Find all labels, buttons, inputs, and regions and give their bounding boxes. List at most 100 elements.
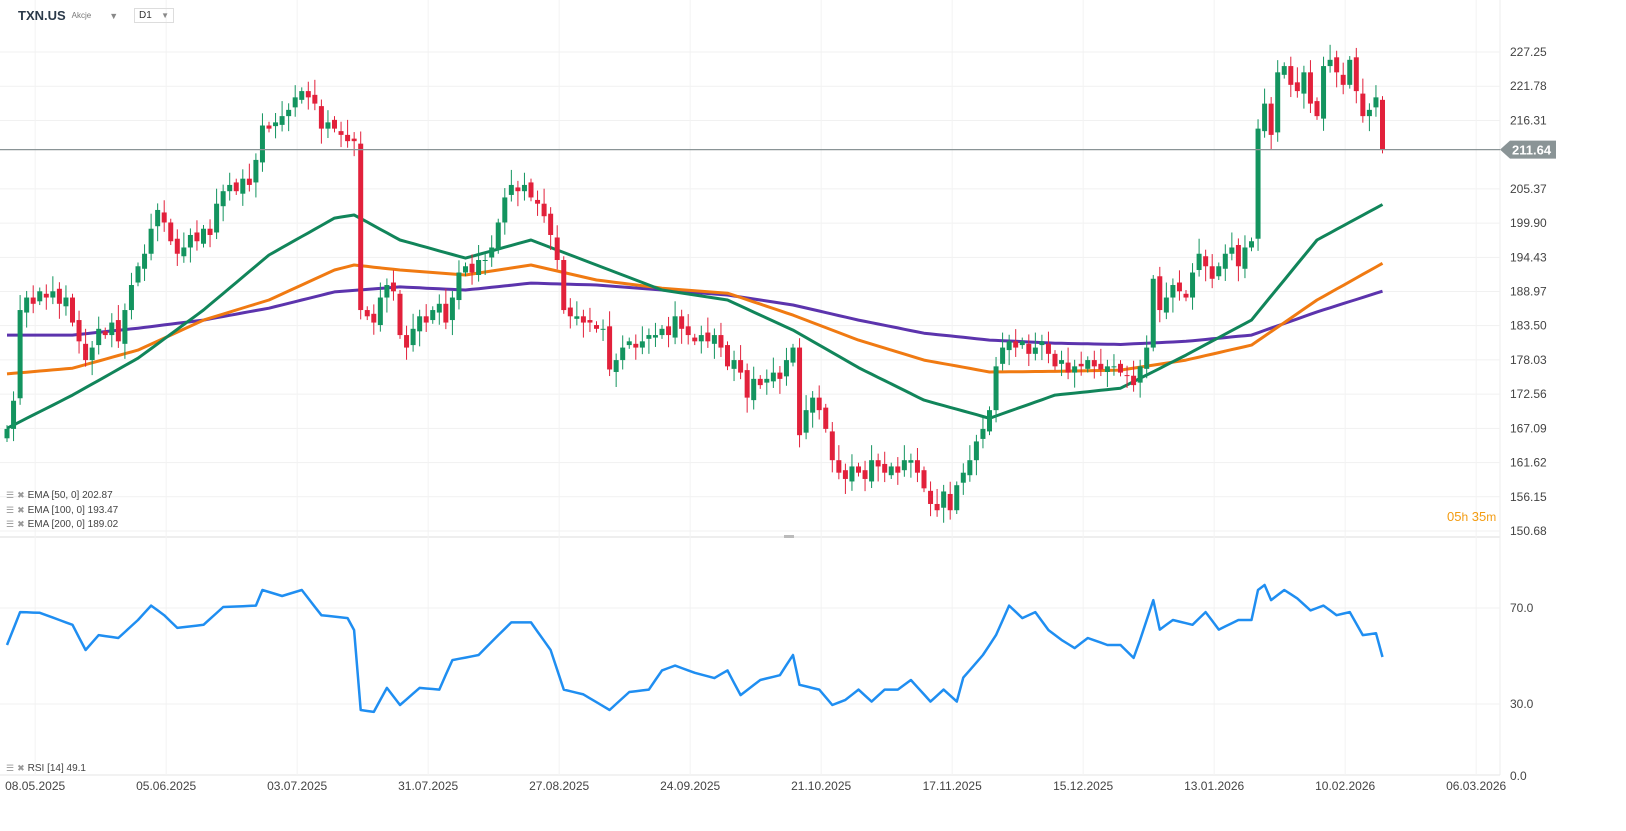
close-icon[interactable]: ✖ [17, 763, 25, 773]
candle-body [580, 316, 586, 323]
candle [63, 285, 69, 316]
candle [1262, 88, 1268, 138]
candle [214, 188, 220, 240]
candle-body [1045, 343, 1051, 354]
price-tick-label: 205.37 [1510, 182, 1547, 196]
candle [1314, 97, 1320, 120]
candle-body [266, 125, 272, 129]
legend-ema50[interactable]: ☰ ✖ EMA [50, 0] 202.87 [6, 490, 113, 501]
candle-body [318, 106, 324, 129]
candle-body [495, 222, 501, 250]
pane-resize-handle[interactable] [784, 535, 794, 538]
rsi-line [5, 583, 1384, 714]
candle-body [1255, 128, 1261, 239]
candle [161, 200, 167, 232]
candle [1347, 56, 1353, 89]
candle-body [856, 466, 861, 473]
candle [626, 337, 632, 349]
candle [1163, 282, 1169, 320]
candle-body [587, 320, 593, 323]
legend-ema200[interactable]: ☰ ✖ EMA [200, 0] 189.02 [6, 519, 118, 530]
chevron-down-icon: ▼ [109, 10, 119, 21]
candle [390, 270, 396, 301]
candle-body [168, 222, 174, 242]
candle [312, 79, 318, 111]
candle [286, 103, 292, 132]
candle-body [436, 303, 442, 313]
candle [76, 310, 82, 354]
candle [574, 301, 580, 326]
candle [397, 290, 403, 339]
candle-body [155, 209, 161, 227]
candle-body [194, 232, 200, 242]
candle-body [541, 203, 547, 217]
candle-body [279, 116, 285, 125]
candle [1019, 337, 1025, 349]
close-icon[interactable]: ✖ [17, 519, 25, 529]
candle-body [757, 378, 763, 386]
candle-body [934, 503, 940, 511]
candle-body [1235, 244, 1241, 267]
candle-body [174, 238, 180, 254]
candle-body [1026, 343, 1032, 354]
candle [1013, 329, 1019, 357]
price-tick-label: 178.03 [1510, 353, 1547, 367]
candle-body [698, 335, 704, 342]
candle-body [332, 119, 337, 129]
candle [567, 298, 573, 329]
candle [888, 462, 894, 479]
candle [1235, 238, 1241, 282]
candle [829, 422, 835, 473]
price-tick-label: 188.97 [1510, 284, 1547, 298]
candle-body [1373, 97, 1379, 108]
candle-body [508, 184, 514, 195]
candle [194, 220, 200, 251]
candle [1183, 290, 1189, 302]
candle [4, 425, 10, 443]
last-price-label: 211.64 [1512, 143, 1552, 158]
candle [181, 232, 187, 263]
candle [659, 325, 665, 339]
settings-icon[interactable]: ☰ [6, 505, 15, 515]
candle [410, 313, 416, 352]
candle [495, 218, 501, 254]
candle-body [1013, 341, 1019, 348]
candle-body [148, 228, 154, 254]
candle [1360, 78, 1366, 123]
candle [266, 121, 272, 133]
candle-body [1314, 101, 1320, 117]
legend-label: EMA [100, 0] 193.47 [27, 505, 119, 516]
candle [1340, 62, 1346, 95]
legend-ema100[interactable]: ☰ ✖ EMA [100, 0] 193.47 [6, 505, 118, 516]
candle-body [351, 138, 357, 142]
candle-body [1144, 347, 1150, 369]
candle-body [364, 310, 370, 317]
date-tick-label: 13.01.2026 [1184, 779, 1244, 793]
close-icon[interactable]: ✖ [17, 490, 25, 500]
candle [731, 350, 737, 382]
symbol-selector[interactable]: TXN.US Akcje ▼ [18, 8, 118, 23]
candle [220, 184, 226, 222]
candle-body [70, 297, 75, 323]
timeframe-selector[interactable]: D1 ▼ [134, 8, 174, 23]
settings-icon[interactable]: ☰ [6, 763, 15, 773]
candle-body [4, 428, 10, 439]
settings-icon[interactable]: ☰ [6, 519, 15, 529]
price-tick-label: 161.62 [1510, 456, 1547, 470]
legend-rsi[interactable]: ☰ ✖ RSI [14] 49.1 [6, 763, 86, 774]
candle-body [1170, 285, 1176, 298]
candle-body [1242, 247, 1248, 269]
date-tick-label: 31.07.2025 [398, 779, 458, 793]
candle-body [711, 335, 717, 344]
candle [30, 285, 36, 314]
candle-body [797, 347, 803, 436]
candle [259, 113, 265, 172]
candle-body [1340, 74, 1346, 85]
candle-body [1288, 66, 1294, 85]
candle [869, 445, 875, 489]
settings-icon[interactable]: ☰ [6, 490, 15, 500]
candle [358, 131, 364, 320]
candle-body [430, 310, 436, 321]
close-icon[interactable]: ✖ [17, 505, 25, 515]
